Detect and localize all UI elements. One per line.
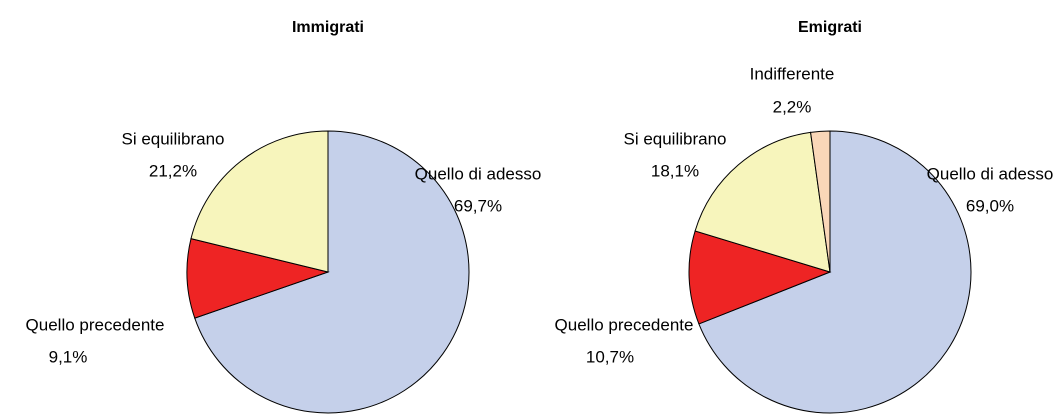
slice-label: Quello di adesso [927,164,1054,183]
slice-label: Quello precedente [555,315,694,334]
slice-label: Indifferente [750,64,835,83]
slice-value: 21,2% [149,161,197,180]
slice-value: 18,1% [651,161,699,180]
chart-title: Immigrati [292,19,364,36]
pie-slice [186,238,330,319]
pie-slice [698,130,972,414]
slice-label: Quello di adesso [415,164,542,183]
slice-value: 2,2% [773,97,812,116]
slice-value: 10,7% [586,347,634,366]
slice-value: 9,1% [49,347,88,366]
pie-slice [694,131,831,273]
pie-slice [194,130,470,414]
slice-label: Si equilibrano [121,129,224,148]
slice-label: Si equilibrano [623,129,726,148]
chart-title: Emigrati [798,19,862,36]
pie-slice [810,130,831,273]
slice-label: Quello precedente [26,315,165,334]
pie-slice [688,230,832,325]
slice-value: 69,7% [454,196,502,215]
slice-value: 69,0% [966,196,1014,215]
pie-slice [190,130,329,273]
